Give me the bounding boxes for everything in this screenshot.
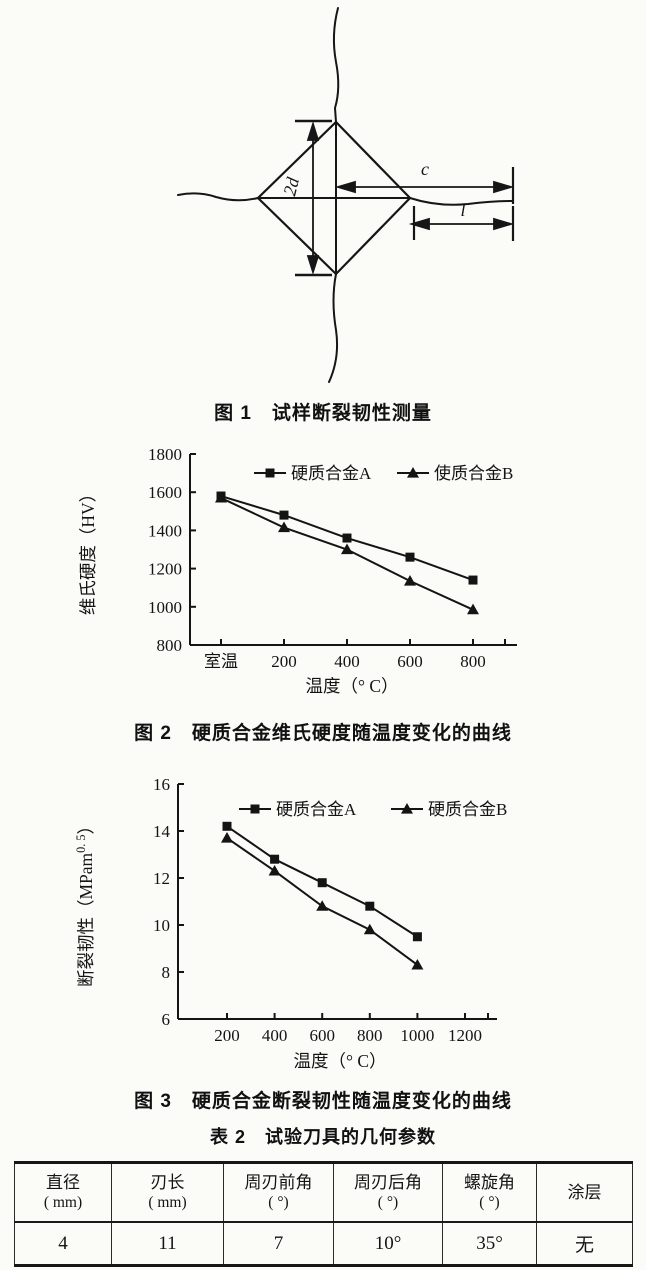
cell-diameter: 4 xyxy=(14,1222,112,1266)
series-A-marker xyxy=(405,552,415,562)
series-A-marker xyxy=(365,901,375,911)
dim-c-arrow-right xyxy=(493,180,515,194)
header-helix-angle: 螺旋角( °) xyxy=(442,1162,537,1223)
y-tick-label: 10 xyxy=(153,916,170,935)
legend-marker xyxy=(250,804,260,814)
x-tick-label: 800 xyxy=(460,652,486,671)
cell-rake-angle: 7 xyxy=(223,1222,334,1266)
series-B-marker xyxy=(363,923,376,935)
label-l: l xyxy=(460,200,465,220)
dim-2d-arrow-top xyxy=(306,120,320,141)
y-tick-label: 16 xyxy=(153,775,170,794)
legend-label: 使质合金B xyxy=(434,463,513,483)
series-A-marker xyxy=(222,821,232,831)
legend-label: 硬质合金A xyxy=(276,800,357,819)
y-tick-label: 800 xyxy=(157,636,183,655)
dim-2d-arrow-bottom xyxy=(306,255,320,276)
series-B-marker xyxy=(215,491,227,503)
y-tick-label: 1400 xyxy=(148,521,182,540)
legend-label: 硬质合金A xyxy=(291,464,372,483)
cell-helix-angle: 35° xyxy=(442,1222,537,1266)
hardness-vs-temperature-chart: 800 1000 1200 1400 1600 1800 室温 200 400 600 800 硬质合… xyxy=(78,445,517,696)
x-tick-label: 600 xyxy=(309,1026,335,1045)
dim-l-arrow-left xyxy=(408,217,430,231)
fracture-toughness-diagram: 2d c l xyxy=(177,7,515,383)
crack-bottom xyxy=(328,273,339,383)
x-tick-label: 600 xyxy=(397,652,423,671)
series-A-marker xyxy=(317,878,327,888)
label-c: c xyxy=(421,159,429,179)
series-B-marker xyxy=(404,575,416,586)
series-A-marker xyxy=(270,854,280,864)
y-tick-label: 1600 xyxy=(148,483,182,502)
x-tick-label: 室温 xyxy=(204,652,238,671)
legend-label: 硬质合金B xyxy=(428,800,507,819)
header-rake-angle: 周刃前角( °) xyxy=(223,1162,334,1223)
x-tick-label: 1000 xyxy=(400,1026,434,1045)
y-tick-label: 1000 xyxy=(148,598,182,617)
y-tick-label: 12 xyxy=(153,869,170,888)
cell-edge-length: 11 xyxy=(111,1222,224,1266)
dim-l-arrow-right xyxy=(493,217,515,231)
series-A-marker xyxy=(468,575,478,585)
crack-left xyxy=(177,192,259,202)
toughness-vs-temperature-chart: 6 8 10 12 14 16 200 400 600 800 1000 1200 硬质合金A 硬质合金B… xyxy=(74,775,507,1071)
y-tick-label: 8 xyxy=(162,963,171,982)
series-B-marker xyxy=(278,521,290,533)
label-2d: 2d xyxy=(279,174,303,197)
legend-marker xyxy=(401,803,413,814)
series-B-marker xyxy=(411,958,424,970)
figure2-caption: 图 2 硬质合金维氏硬度随温度变化的曲线 xyxy=(134,723,512,744)
legend-marker xyxy=(407,467,419,478)
series-A-marker xyxy=(279,510,289,520)
cell-coating: 无 xyxy=(536,1222,633,1266)
table-data-row: 4 11 7 10° 35° 无 xyxy=(14,1222,633,1266)
figure3-caption: 图 3 硬质合金断裂韧性随温度变化的曲线 xyxy=(134,1091,512,1112)
series-A-marker xyxy=(342,533,352,543)
crack-right xyxy=(409,197,514,206)
x-tick-label: 200 xyxy=(214,1026,240,1045)
x-tick-label: 400 xyxy=(334,652,360,671)
series-B-marker xyxy=(268,864,281,876)
y-tick-label: 14 xyxy=(153,822,171,841)
y-tick-label: 1800 xyxy=(148,445,182,464)
series-B-marker xyxy=(341,543,353,555)
tool-geometry-table: 直径( mm) 刃长( mm) 周刃前角( °) 周刃后角( °) 螺旋角( °… xyxy=(14,1161,633,1267)
y-axis-title: 维氏硬度（HV） xyxy=(78,485,98,615)
crack-top xyxy=(332,7,340,123)
legend-marker xyxy=(265,468,275,478)
series-B-marker xyxy=(221,832,233,843)
cell-clearance-angle: 10° xyxy=(333,1222,443,1266)
series-B-marker xyxy=(316,900,329,911)
series-B-marker xyxy=(467,603,479,615)
header-clearance-angle: 周刃后角( °) xyxy=(333,1162,443,1223)
x-axis-title: 温度（° C） xyxy=(293,1051,386,1071)
figure1-caption: 图 1 试样断裂韧性测量 xyxy=(214,403,432,424)
x-tick-label: 200 xyxy=(271,652,297,671)
series-A-marker xyxy=(412,932,422,942)
x-tick-label: 400 xyxy=(262,1026,288,1045)
table-header-row: 直径( mm) 刃长( mm) 周刃前角( °) 周刃后角( °) 螺旋角( °… xyxy=(14,1162,633,1223)
x-tick-label: 1200 xyxy=(448,1026,482,1045)
y-tick-label: 6 xyxy=(162,1010,171,1029)
x-tick-label: 800 xyxy=(357,1026,383,1045)
header-coating: 涂层 xyxy=(536,1162,633,1223)
header-edge-length: 刃长( mm) xyxy=(111,1162,224,1223)
dim-c-arrow-left xyxy=(334,180,356,194)
y-tick-label: 1200 xyxy=(148,560,182,579)
y-axis-title: 断裂韧性（MPam0. 5） xyxy=(74,817,96,987)
table2-title: 表 2 试验刀具的几何参数 xyxy=(209,1127,436,1147)
x-axis-title: 温度（° C） xyxy=(305,676,398,696)
header-diameter: 直径( mm) xyxy=(14,1162,112,1223)
